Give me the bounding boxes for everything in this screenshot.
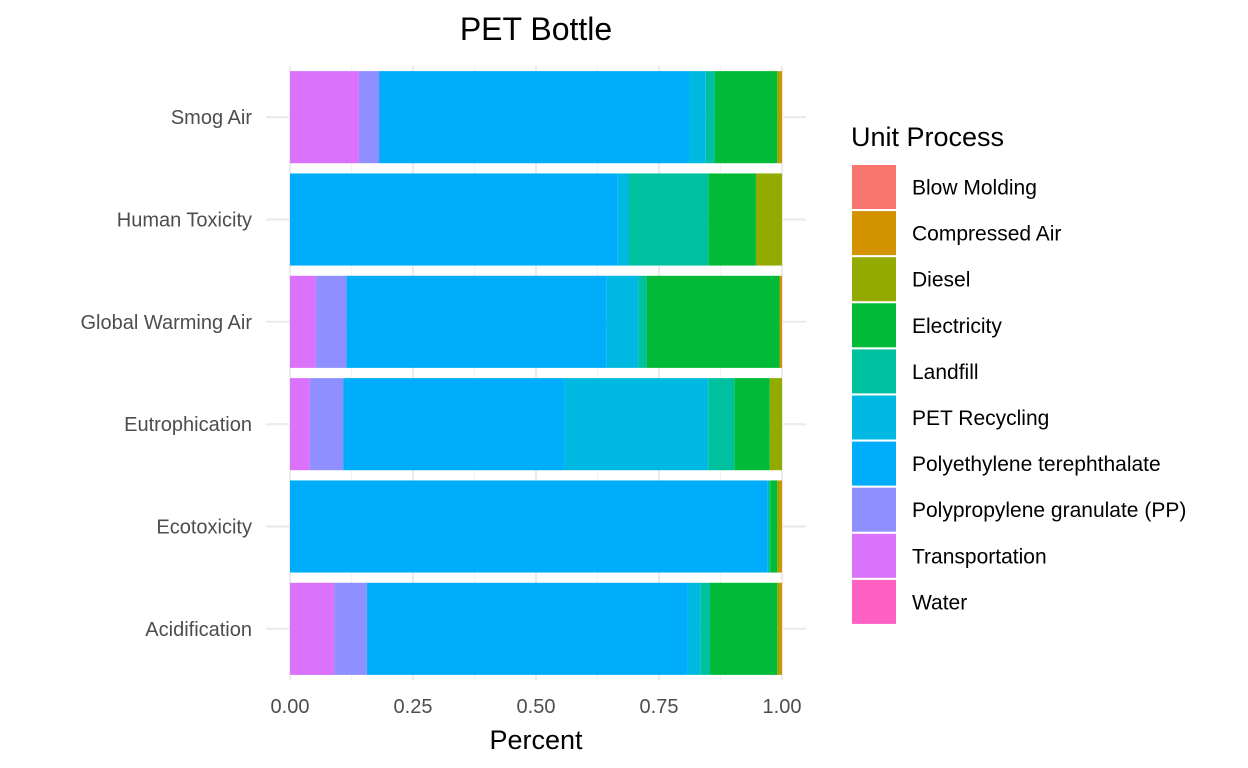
bar-segment [734, 378, 770, 471]
bar-segment [755, 173, 782, 266]
bar-segment [290, 480, 768, 573]
legend-key [852, 533, 896, 578]
bar-segment [358, 71, 380, 164]
bar-segment [777, 480, 780, 573]
x-axis-tick-labels: 0.00 0.25 0.50 0.75 1.00 [271, 696, 802, 718]
bar-segment [777, 71, 780, 164]
legend-key [852, 487, 896, 532]
y-tick-label: Smog Air [171, 107, 252, 129]
y-tick-label: Ecotoxicity [156, 517, 252, 539]
legend-key [852, 303, 896, 348]
bar-segment [290, 582, 335, 675]
bar-segment [708, 173, 756, 266]
legend-label: Blow Molding [912, 177, 1037, 200]
bar-segment [770, 480, 778, 573]
legend-key [852, 579, 896, 624]
legend-label: Electricity [912, 315, 1002, 338]
bar-segment [779, 582, 782, 675]
bar-segment [290, 275, 316, 368]
x-tick-label: 0.25 [394, 696, 433, 718]
bar-segment [687, 582, 701, 675]
bar-segment [606, 275, 639, 368]
legend-label: Landfill [912, 361, 979, 384]
legend-key [852, 165, 896, 209]
x-axis-title: Percent [489, 725, 583, 755]
bar-segment [769, 378, 782, 471]
bars [290, 71, 782, 675]
y-axis-tick-labels: Smog Air Human Toxicity Global Warming Air… [80, 107, 252, 641]
legend-label: Transportation [912, 545, 1047, 568]
legend-title: Unit Process [851, 122, 1004, 152]
bar-segment [638, 275, 647, 368]
bar-segment [705, 71, 715, 164]
bar-segment [379, 71, 690, 164]
bar-segment [346, 275, 607, 368]
x-tick-label: 0.50 [517, 696, 556, 718]
bar-segment [700, 582, 710, 675]
y-tick-label: Eutrophication [124, 414, 252, 436]
x-tick-label: 0.00 [271, 696, 310, 718]
x-tick-label: 0.75 [640, 696, 679, 718]
bar-segment [290, 173, 618, 266]
legend-label: Diesel [912, 269, 970, 292]
chart-title: PET Bottle [460, 11, 612, 47]
bar-segment [709, 582, 778, 675]
legend-items: Blow Molding Compressed Air Diesel Electric… [852, 165, 1186, 624]
bar-segment [777, 582, 780, 675]
bar-segment [290, 71, 359, 164]
y-tick-label: Global Warming Air [80, 312, 252, 334]
legend-label: Compressed Air [912, 223, 1061, 246]
bar-segment [779, 480, 782, 573]
bar-segment [564, 378, 709, 471]
x-tick-label: 1.00 [763, 696, 802, 718]
bar-segment [309, 378, 344, 471]
legend-label: Polyethylene terephthalate [912, 453, 1161, 476]
legend-key [852, 441, 896, 486]
legend-key [852, 211, 896, 256]
bar-segment [290, 378, 310, 471]
y-tick-label: Acidification [145, 619, 252, 641]
legend-key [852, 257, 896, 302]
legend: Unit Process Blow Molding Compressed Air D… [851, 122, 1186, 624]
legend-label: Water [912, 591, 967, 614]
bar-segment [646, 275, 780, 368]
legend-label: Polypropylene granulate (PP) [912, 499, 1186, 522]
legend-key [852, 349, 896, 394]
bar-segment [714, 71, 778, 164]
bar-segment [334, 582, 367, 675]
bar-segment [708, 378, 735, 471]
bar-segment [628, 173, 709, 266]
y-tick-label: Human Toxicity [117, 210, 252, 232]
bar-segment [779, 275, 782, 368]
bar-segment [779, 71, 782, 164]
bar-segment [767, 480, 771, 573]
bar-segment [617, 173, 629, 266]
bar-segment [315, 275, 347, 368]
bar-segment [366, 582, 688, 675]
legend-label: PET Recycling [912, 407, 1049, 430]
bar-segment [343, 378, 565, 471]
legend-key [852, 395, 896, 440]
bar-segment [689, 71, 706, 164]
